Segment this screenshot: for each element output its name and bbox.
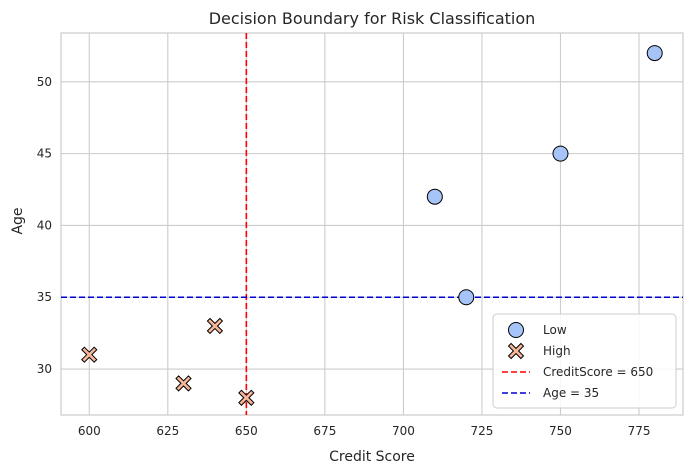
point-high-630-29 — [175, 375, 192, 392]
y-axis-label: Age — [10, 207, 26, 234]
legend-low-label: Low — [543, 323, 567, 337]
plot-frame — [60, 32, 684, 416]
y-tick-label-45: 45 — [37, 147, 52, 161]
legend-low-swatch — [508, 322, 524, 338]
chart-title: Decision Boundary for Risk Classificatio… — [209, 9, 536, 28]
y-tick-label-50: 50 — [37, 75, 52, 89]
legend-high-label: High — [543, 344, 571, 358]
x-tick-label-725: 725 — [470, 424, 493, 438]
x-tick-label-675: 675 — [313, 424, 336, 438]
point-high-640-33 — [206, 317, 224, 335]
x-tick-label-750: 750 — [549, 424, 572, 438]
data-points — [81, 45, 663, 406]
y-tick-label-40: 40 — [37, 218, 52, 232]
x-tick-label-775: 775 — [628, 424, 651, 438]
x-tick-label-650: 650 — [235, 424, 258, 438]
point-low-780-52 — [646, 45, 663, 62]
x-tick-label-600: 600 — [78, 424, 101, 438]
y-tick-label-35: 35 — [37, 290, 52, 304]
point-low-750-45 — [552, 145, 569, 162]
legend-box — [492, 313, 677, 409]
legend-creditscore-650-label: CreditScore = 650 — [543, 365, 653, 379]
legend: Low High CreditScore = 650 Age = 35 — [492, 313, 677, 409]
point-low-720-35 — [458, 289, 475, 306]
legend-age-35-label: Age = 35 — [543, 386, 599, 400]
tick-labels: 600 625 650 675 700 725 750 775 30 35 40 45 50 — [37, 75, 651, 438]
point-low-710-42 — [426, 188, 443, 205]
x-tick-label-700: 700 — [392, 424, 415, 438]
legend-high-swatch — [507, 342, 525, 360]
y-tick-label-30: 30 — [37, 362, 52, 376]
point-high-650-28 — [238, 389, 255, 406]
x-tick-label-625: 625 — [156, 424, 179, 438]
reference-lines — [61, 33, 683, 415]
x-axis-label: Credit Score — [329, 449, 415, 465]
point-high-600-31 — [81, 346, 98, 363]
